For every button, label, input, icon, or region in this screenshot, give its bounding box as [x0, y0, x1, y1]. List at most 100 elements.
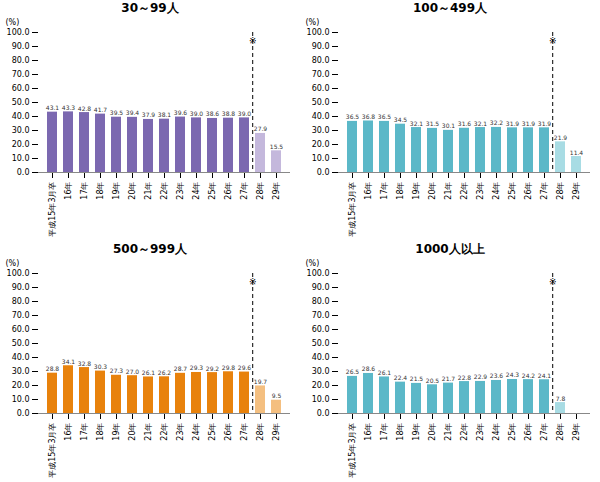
svg-text:39.4: 39.4: [126, 109, 140, 116]
svg-text:43.3: 43.3: [62, 104, 76, 111]
svg-text:39.6: 39.6: [174, 109, 188, 116]
svg-text:26.1: 26.1: [378, 369, 392, 376]
svg-text:22.4: 22.4: [394, 374, 408, 381]
svg-text:50.0: 50.0: [312, 98, 330, 107]
svg-text:39.0: 39.0: [238, 110, 252, 117]
svg-text:100.0: 100.0: [307, 28, 330, 37]
svg-text:90.0: 90.0: [312, 283, 330, 292]
svg-text:24年: 24年: [192, 182, 201, 200]
svg-text:24年: 24年: [492, 423, 501, 441]
svg-text:18年: 18年: [96, 423, 105, 441]
svg-text:17年: 17年: [80, 423, 89, 441]
svg-text:80.0: 80.0: [12, 297, 30, 306]
svg-text:70.0: 70.0: [312, 70, 330, 79]
svg-text:30.1: 30.1: [442, 122, 456, 129]
svg-text:37.9: 37.9: [142, 111, 156, 118]
svg-text:(%): (%): [306, 18, 320, 27]
svg-text:31.9: 31.9: [522, 120, 536, 127]
svg-text:80.0: 80.0: [12, 56, 30, 65]
svg-text:19年: 19年: [412, 423, 421, 441]
svg-text:23年: 23年: [476, 182, 485, 200]
svg-text:28.7: 28.7: [174, 365, 188, 372]
svg-text:20.0: 20.0: [12, 381, 30, 390]
svg-text:29年: 29年: [272, 423, 281, 441]
svg-text:0.0: 0.0: [17, 168, 30, 177]
svg-text:32.2: 32.2: [490, 119, 504, 126]
svg-text:25年: 25年: [208, 423, 217, 441]
svg-text:20年: 20年: [128, 182, 137, 200]
svg-text:21年: 21年: [144, 182, 153, 200]
svg-text:27.9: 27.9: [254, 125, 268, 132]
svg-text:0.0: 0.0: [317, 409, 330, 418]
svg-text:80.0: 80.0: [312, 297, 330, 306]
svg-text:28.6: 28.6: [362, 365, 376, 372]
svg-text:0.0: 0.0: [317, 168, 330, 177]
svg-text:平成15年3月卒: 平成15年3月卒: [348, 182, 357, 237]
svg-text:24年: 24年: [192, 423, 201, 441]
svg-text:20年: 20年: [128, 423, 137, 441]
svg-text:43.1: 43.1: [46, 104, 60, 111]
svg-text:32.1: 32.1: [410, 120, 424, 127]
svg-text:31.6: 31.6: [458, 120, 472, 127]
svg-text:40.0: 40.0: [12, 112, 30, 121]
svg-text:16年: 16年: [364, 423, 373, 441]
svg-text:26.2: 26.2: [158, 369, 172, 376]
svg-text:10.0: 10.0: [12, 395, 30, 404]
svg-text:27年: 27年: [540, 182, 549, 200]
svg-text:22年: 22年: [460, 182, 469, 200]
svg-text:平成15年3月卒: 平成15年3月卒: [48, 182, 57, 237]
svg-text:90.0: 90.0: [12, 42, 30, 51]
svg-text:22年: 22年: [160, 182, 169, 200]
svg-text:平成15年3月卒: 平成15年3月卒: [348, 423, 357, 478]
svg-text:20.0: 20.0: [312, 381, 330, 390]
svg-text:※: ※: [549, 36, 557, 46]
svg-text:(%): (%): [306, 259, 320, 268]
svg-text:27.3: 27.3: [110, 367, 124, 374]
svg-text:41.7: 41.7: [94, 106, 108, 113]
svg-text:24.2: 24.2: [522, 372, 536, 379]
svg-text:21年: 21年: [144, 423, 153, 441]
svg-text:25年: 25年: [508, 182, 517, 200]
svg-text:60.0: 60.0: [12, 325, 30, 334]
svg-text:50.0: 50.0: [12, 339, 30, 348]
svg-text:(%): (%): [6, 18, 20, 27]
svg-text:17年: 17年: [380, 423, 389, 441]
svg-text:39.0: 39.0: [190, 110, 204, 117]
svg-text:30.0: 30.0: [312, 367, 330, 376]
svg-text:20.0: 20.0: [12, 140, 30, 149]
svg-text:28.8: 28.8: [46, 365, 60, 372]
svg-text:34.1: 34.1: [62, 358, 76, 365]
svg-text:(%): (%): [6, 259, 20, 268]
svg-text:27年: 27年: [240, 423, 249, 441]
svg-text:7.8: 7.8: [556, 395, 566, 402]
svg-text:17年: 17年: [380, 182, 389, 200]
svg-text:※: ※: [249, 277, 257, 287]
svg-text:38.8: 38.8: [222, 110, 236, 117]
svg-text:21.5: 21.5: [410, 375, 424, 382]
svg-text:22年: 22年: [460, 423, 469, 441]
svg-text:34.5: 34.5: [394, 116, 408, 123]
svg-text:19年: 19年: [112, 182, 121, 200]
svg-text:平成15年3月卒: 平成15年3月卒: [48, 423, 57, 478]
svg-text:10.0: 10.0: [312, 154, 330, 163]
svg-text:26年: 26年: [224, 423, 233, 441]
svg-text:20.0: 20.0: [312, 140, 330, 149]
svg-text:36.5: 36.5: [378, 113, 392, 120]
svg-text:20.5: 20.5: [426, 377, 440, 384]
svg-text:30.3: 30.3: [94, 363, 108, 370]
svg-text:16年: 16年: [64, 423, 73, 441]
svg-text:21年: 21年: [444, 182, 453, 200]
svg-text:40.0: 40.0: [312, 112, 330, 121]
svg-text:27年: 27年: [240, 182, 249, 200]
svg-text:10.0: 10.0: [312, 395, 330, 404]
svg-text:25年: 25年: [508, 423, 517, 441]
svg-text:※: ※: [549, 277, 557, 287]
svg-text:26年: 26年: [224, 182, 233, 200]
svg-text:16年: 16年: [364, 182, 373, 200]
svg-text:31.9: 31.9: [506, 120, 520, 127]
svg-text:32.8: 32.8: [78, 360, 92, 367]
svg-text:39.5: 39.5: [110, 109, 124, 116]
svg-text:17年: 17年: [80, 182, 89, 200]
svg-text:90.0: 90.0: [12, 283, 30, 292]
svg-text:22.9: 22.9: [474, 373, 488, 380]
